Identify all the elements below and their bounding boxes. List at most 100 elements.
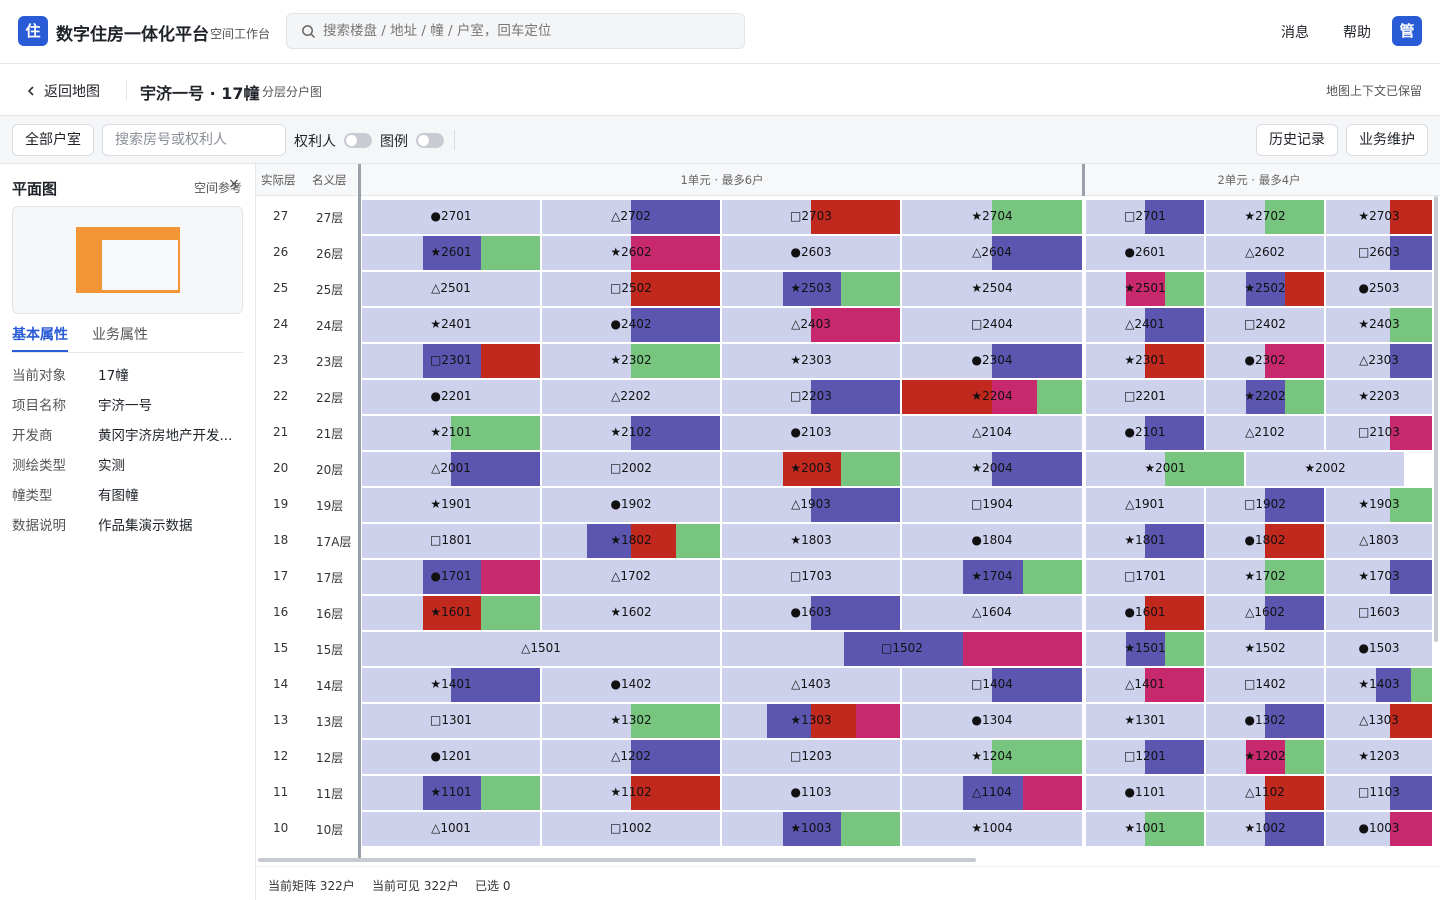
room-cell[interactable]: ★1703: [1326, 560, 1432, 594]
global-search[interactable]: [286, 13, 745, 49]
room-cell[interactable]: ★1203: [1326, 740, 1432, 774]
room-cell[interactable]: ★1601: [362, 596, 540, 630]
tab-basic[interactable]: 基本属性: [12, 324, 68, 352]
room-cell[interactable]: △2501: [362, 272, 540, 306]
room-cell[interactable]: △1604: [902, 596, 1082, 630]
room-cell[interactable]: △1202: [542, 740, 720, 774]
close-icon[interactable]: ×: [228, 176, 240, 192]
room-cell[interactable]: □1201: [1086, 740, 1204, 774]
room-cell[interactable]: ★1401: [362, 668, 540, 702]
room-cell[interactable]: ●1103: [722, 776, 900, 810]
room-cell[interactable]: △2702: [542, 200, 720, 234]
room-search-input[interactable]: [103, 125, 285, 155]
room-cell[interactable]: ●2601: [1086, 236, 1204, 270]
room-cell[interactable]: △1501: [362, 632, 720, 666]
room-cell[interactable]: △2303: [1326, 344, 1432, 378]
room-cell[interactable]: ★2002: [1246, 452, 1404, 486]
room-cell[interactable]: ●1503: [1326, 632, 1432, 666]
room-cell[interactable]: ★2003: [722, 452, 900, 486]
room-cell[interactable]: ●2603: [722, 236, 900, 270]
room-cell[interactable]: ★2502: [1206, 272, 1324, 306]
room-cell[interactable]: ★1802: [542, 524, 720, 558]
room-cell[interactable]: ★1204: [902, 740, 1082, 774]
room-cell[interactable]: ★1004: [902, 812, 1082, 846]
room-cell[interactable]: ★2204: [902, 380, 1082, 414]
room-cell[interactable]: ★2302: [542, 344, 720, 378]
room-cell[interactable]: ●1902: [542, 488, 720, 522]
room-cell[interactable]: □1103: [1326, 776, 1432, 810]
room-cell[interactable]: □2201: [1086, 380, 1204, 414]
floor-plan-preview[interactable]: [12, 206, 243, 314]
room-cell[interactable]: ★1901: [362, 488, 540, 522]
room-cell[interactable]: □2603: [1326, 236, 1432, 270]
room-cell[interactable]: △1602: [1206, 596, 1324, 630]
room-cell[interactable]: □1301: [362, 704, 540, 738]
room-cell[interactable]: △2403: [722, 308, 900, 342]
room-cell[interactable]: △2202: [542, 380, 720, 414]
room-cell[interactable]: ★2001: [1086, 452, 1244, 486]
room-cell[interactable]: ●2201: [362, 380, 540, 414]
history-button[interactable]: 历史记录: [1256, 124, 1338, 156]
room-cell[interactable]: ●1003: [1326, 812, 1432, 846]
room-cell[interactable]: ★1101: [362, 776, 540, 810]
room-cell[interactable]: □2703: [722, 200, 900, 234]
room-cell[interactable]: □1703: [722, 560, 900, 594]
room-cell[interactable]: △1102: [1206, 776, 1324, 810]
room-cell[interactable]: □2002: [542, 452, 720, 486]
room-cell[interactable]: ●1201: [362, 740, 540, 774]
room-cell[interactable]: □2701: [1086, 200, 1204, 234]
room-cell[interactable]: ★1202: [1206, 740, 1324, 774]
room-cell[interactable]: ★1803: [722, 524, 900, 558]
room-cell[interactable]: △1903: [722, 488, 900, 522]
room-cell[interactable]: ★2703: [1326, 200, 1432, 234]
room-cell[interactable]: ★2504: [902, 272, 1082, 306]
room-cell[interactable]: ★1502: [1206, 632, 1324, 666]
room-cell[interactable]: ●1101: [1086, 776, 1204, 810]
room-cell[interactable]: ★2203: [1326, 380, 1432, 414]
room-cell[interactable]: ●1304: [902, 704, 1082, 738]
room-cell[interactable]: ●1402: [542, 668, 720, 702]
horizontal-scrollbar[interactable]: [258, 858, 976, 862]
room-cell[interactable]: ●2503: [1326, 272, 1432, 306]
room-cell[interactable]: ★2702: [1206, 200, 1324, 234]
room-cell[interactable]: ★2401: [362, 308, 540, 342]
room-cell[interactable]: △1403: [722, 668, 900, 702]
room-cell[interactable]: ●2302: [1206, 344, 1324, 378]
room-cell[interactable]: ★2303: [722, 344, 900, 378]
room-cell[interactable]: △1901: [1086, 488, 1204, 522]
back-to-map-button[interactable]: 返回地图: [26, 81, 100, 101]
room-cell[interactable]: □1502: [722, 632, 1082, 666]
room-cell[interactable]: ●2101: [1086, 416, 1204, 450]
room-cell[interactable]: △1303: [1326, 704, 1432, 738]
app-logo[interactable]: 住: [18, 16, 48, 46]
room-cell[interactable]: ★1003: [722, 812, 900, 846]
room-cell[interactable]: ★2101: [362, 416, 540, 450]
room-cell[interactable]: △2104: [902, 416, 1082, 450]
room-cell[interactable]: △2102: [1206, 416, 1324, 450]
room-cell[interactable]: □1801: [362, 524, 540, 558]
room-cell[interactable]: ★1602: [542, 596, 720, 630]
owner-toggle[interactable]: [344, 133, 372, 148]
room-cell[interactable]: ★1501: [1086, 632, 1204, 666]
room-cell[interactable]: ★1102: [542, 776, 720, 810]
room-cell[interactable]: ●1601: [1086, 596, 1204, 630]
room-cell[interactable]: △2602: [1206, 236, 1324, 270]
room-cell[interactable]: ●1701: [362, 560, 540, 594]
room-cell[interactable]: ★1403: [1326, 668, 1432, 702]
room-cell[interactable]: △1104: [902, 776, 1082, 810]
room-cell[interactable]: ★2704: [902, 200, 1082, 234]
all-rooms-button[interactable]: 全部户室: [12, 124, 94, 156]
room-cell[interactable]: □2301: [362, 344, 540, 378]
room-cell[interactable]: ★2403: [1326, 308, 1432, 342]
room-cell[interactable]: □2103: [1326, 416, 1432, 450]
room-cell[interactable]: □1603: [1326, 596, 1432, 630]
room-cell[interactable]: △2604: [902, 236, 1082, 270]
room-cell[interactable]: ●2701: [362, 200, 540, 234]
room-cell[interactable]: □1701: [1086, 560, 1204, 594]
room-cell[interactable]: ●1302: [1206, 704, 1324, 738]
room-cell[interactable]: ★2602: [542, 236, 720, 270]
room-cell[interactable]: ★1903: [1326, 488, 1432, 522]
room-cell[interactable]: □1902: [1206, 488, 1324, 522]
room-cell[interactable]: ●1802: [1206, 524, 1324, 558]
room-cell[interactable]: ★1704: [902, 560, 1082, 594]
